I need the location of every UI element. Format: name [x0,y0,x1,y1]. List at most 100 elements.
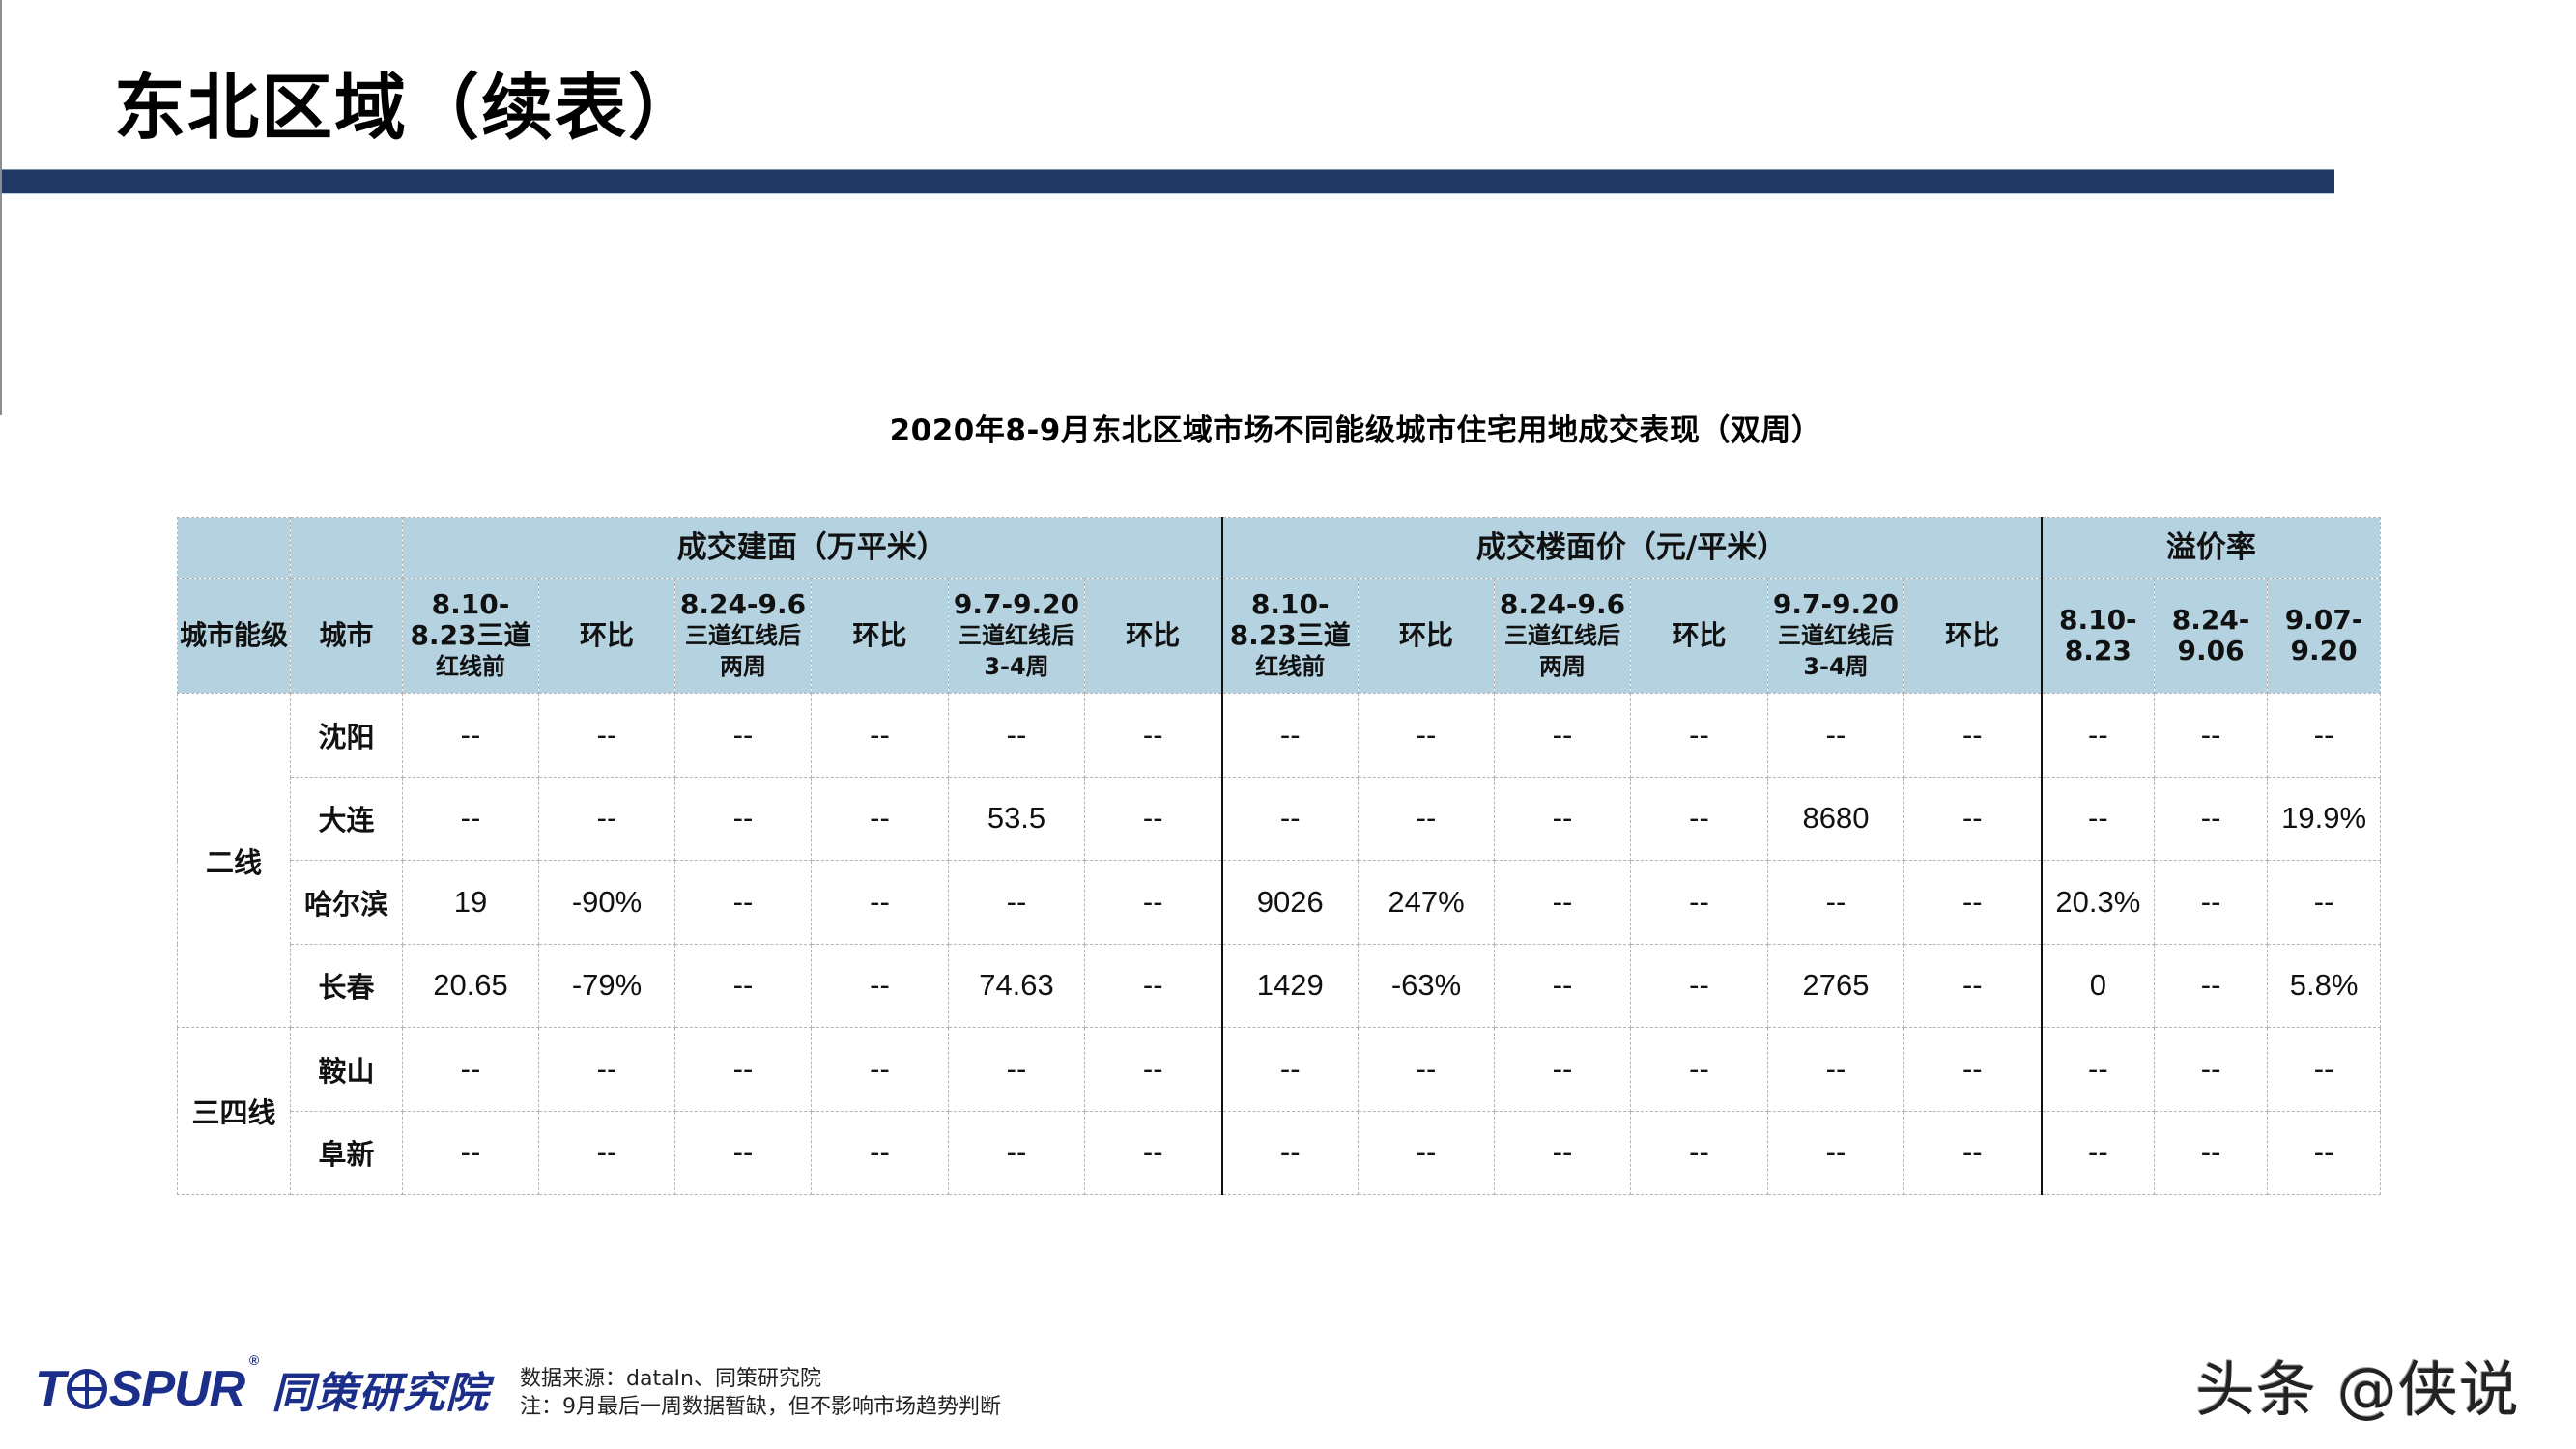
data-cell: -- [1220,1027,1359,1112]
data-cell: -- [674,776,812,861]
header-price-mom2: 环比 [1630,578,1768,694]
table-row: 大连 -- -- -- -- 53.5 -- -- -- -- -- 8680 … [178,776,2382,861]
data-cell: -- [402,1027,539,1112]
data-cell: -- [2154,1027,2269,1112]
data-cell: -- [1220,693,1359,778]
data-cell: -- [811,776,949,861]
data-cell: -- [2040,1110,2156,1195]
header-premium-period2: 8.24- 9.06 [2154,578,2269,694]
header-price-mom3: 环比 [1903,578,2043,694]
globe-icon [66,1369,107,1409]
data-cell: -- [1220,776,1359,861]
data-cell: -- [674,860,812,945]
header-premium-period3: 9.07- 9.20 [2267,578,2382,694]
logo-letter-t: T [35,1361,66,1417]
city-cell: 阜新 [290,1110,403,1195]
data-cell: -- [811,1027,949,1112]
data-cell: 5.8% [2267,943,2382,1028]
city-cell: 哈尔滨 [290,860,403,945]
data-cell: 8680 [1767,776,1904,861]
data-cell: -- [538,1110,675,1195]
data-cell: -- [1494,860,1631,945]
data-cell: -- [811,860,949,945]
header-price-period1: 8.10- 8.23三道 红线前 [1220,578,1359,694]
data-cell-negative: -90% [538,860,675,945]
header-area-period2: 8.24-9.6 三道红线后 两周 [674,578,812,694]
header-tier: 城市能级 [177,578,291,694]
data-cell: -- [1630,693,1768,778]
data-cell: 1429 [1220,943,1359,1028]
data-cell: -- [1358,1027,1495,1112]
table-row: 阜新 -- -- -- -- -- -- -- -- -- -- -- -- -… [178,1110,2382,1195]
data-cell: -- [1630,943,1768,1028]
city-cell: 大连 [290,776,403,861]
city-cell: 沈阳 [290,693,403,778]
data-cell: -- [1084,943,1222,1028]
data-cell: -- [1220,1110,1359,1195]
city-cell: 长春 [290,943,403,1028]
footnotes: 数据来源：dataIn、同策研究院 注：9月最后一周数据暂缺，但不影响市场趋势判… [520,1365,1001,1421]
data-cell: -- [1903,860,2043,945]
page-title: 东北区域（续表） [114,67,701,150]
data-cell: -- [2267,1027,2382,1112]
data-gap-note: 注：9月最后一周数据暂缺，但不影响市场趋势判断 [520,1395,1001,1419]
data-cell: -- [402,776,539,861]
header-group-area: 成交建面（万平米） [402,517,1222,579]
header-city: 城市 [290,578,403,694]
data-cell: -- [2154,943,2269,1028]
data-cell: -- [1767,860,1904,945]
data-cell: -- [1494,1027,1631,1112]
data-cell: -- [2267,1110,2382,1195]
header-area-mom2: 环比 [811,578,949,694]
data-cell: 2765 [1767,943,1904,1028]
data-cell: -- [402,1110,539,1195]
data-cell: -- [1767,1110,1904,1195]
data-cell-positive: 247% [1358,860,1495,945]
data-cell: -- [2267,693,2382,778]
data-cell: -- [811,693,949,778]
table-row: 长春 20.65 -79% -- -- 74.63 -- 1429 -63% -… [178,943,2382,1028]
registered-mark: ® [248,1352,259,1368]
data-cell: -- [2154,1110,2269,1195]
data-cell: -- [1630,1027,1768,1112]
header-area-period1: 8.10- 8.23三道 红线前 [402,578,539,694]
data-cell: -- [1358,1110,1495,1195]
table-row: 哈尔滨 19 -90% -- -- -- -- 9026 247% -- -- … [178,860,2382,945]
data-cell: -- [948,693,1085,778]
data-cell: -- [1903,776,2043,861]
data-cell: 20.65 [402,943,539,1028]
land-transaction-table: 成交建面（万平米） 成交楼面价（元/平米） 溢价率 城市能级 城市 8.10- 8… [177,517,2382,1195]
data-cell: -- [2154,860,2269,945]
data-cell: -- [1358,693,1495,778]
data-cell: 19 [402,860,539,945]
data-cell: -- [811,1110,949,1195]
tier-cell-third-fourth: 三四线 [177,1027,291,1195]
data-source-note: 数据来源：dataIn、同策研究院 [520,1367,821,1391]
header-group-row: 成交建面（万平米） 成交楼面价（元/平米） 溢价率 [177,517,2382,579]
data-cell: -- [1767,693,1904,778]
title-divider-bar [2,169,2334,194]
data-cell: -- [674,693,812,778]
data-cell: -- [2154,776,2269,861]
data-cell: 74.63 [948,943,1085,1028]
data-cell: -- [1903,1027,2043,1112]
data-cell: -- [1494,1110,1631,1195]
data-cell: -- [2267,860,2382,945]
data-cell: -- [948,860,1085,945]
logo-letters-spur: SPUR [108,1361,245,1417]
data-cell: -- [2040,693,2156,778]
data-cell: -- [1767,1027,1904,1112]
tier-cell-second: 二线 [177,693,291,1028]
data-cell: 19.9% [2267,776,2382,861]
data-cell: -- [1084,1110,1222,1195]
data-cell: -- [1630,860,1768,945]
data-cell: -- [1903,1110,2043,1195]
data-cell: -- [1084,776,1222,861]
data-cell: -- [1630,776,1768,861]
header-price-mom1: 环比 [1358,578,1495,694]
left-edge-line [0,0,2,415]
tospur-logo: T SPUR ® 同策研究院 [35,1352,489,1418]
header-empty-tier [177,517,291,579]
data-cell: -- [1903,693,2043,778]
data-cell: -- [1084,1027,1222,1112]
